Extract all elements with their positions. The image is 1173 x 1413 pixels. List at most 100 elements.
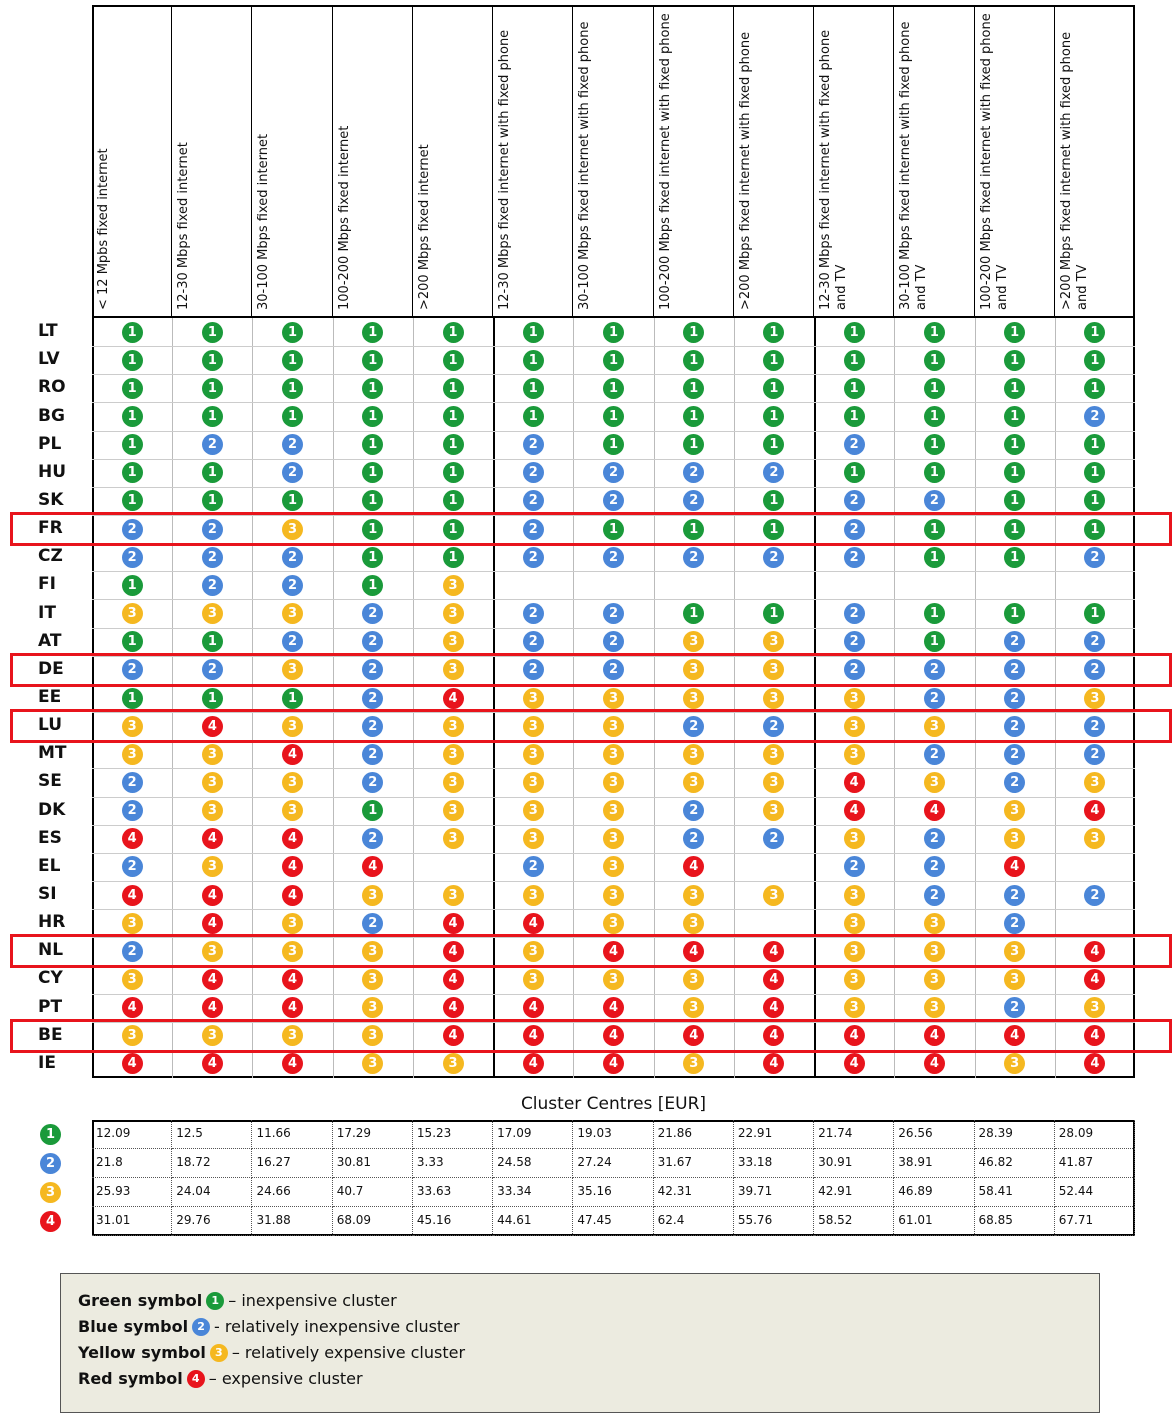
cluster-symbol: 4 — [1004, 856, 1026, 878]
cluster-symbol: 2 — [843, 603, 865, 625]
row-label: FR — [38, 518, 63, 539]
column-header-text: 100-200 Mbps fixed internet with fixed p… — [657, 13, 673, 310]
cluster-symbol: 2 — [522, 631, 544, 653]
table-frame — [92, 5, 1135, 1078]
cluster-symbol: 3 — [763, 687, 785, 709]
cluster-symbol: 3 — [763, 800, 785, 822]
cluster-symbol: 2 — [1004, 659, 1026, 681]
cluster-symbol: 4 — [1004, 1025, 1026, 1047]
cluster-symbol: 2 — [843, 518, 865, 540]
cluster-symbol: 4 — [282, 884, 304, 906]
centre-value: 28.09 — [1054, 1120, 1135, 1149]
cluster-symbol: 1 — [121, 434, 143, 456]
cluster-symbol: 1 — [923, 349, 945, 371]
cluster-symbol: 1 — [121, 631, 143, 653]
row-line — [92, 515, 1135, 517]
row-line — [92, 374, 1135, 376]
cluster-symbol: 1 — [362, 406, 384, 428]
legend-symbol-name: Blue symbol — [78, 1317, 189, 1336]
cluster-symbol: 3 — [121, 715, 143, 737]
row-line — [92, 1021, 1135, 1023]
cluster-symbol: 1 — [522, 349, 544, 371]
cluster-symbol: 1 — [201, 631, 223, 653]
cluster-symbol: 4 — [121, 997, 143, 1019]
cluster-symbol: 4 — [201, 828, 223, 850]
cluster-symbol: 4 — [282, 743, 304, 765]
cluster-symbol: 2 — [362, 771, 384, 793]
cluster-symbol: 3 — [442, 800, 464, 822]
cluster-symbol: 3 — [201, 800, 223, 822]
cluster-symbol: 2 — [362, 603, 384, 625]
cluster-symbol: 4 — [522, 1053, 544, 1075]
cluster-symbol: 1 — [362, 490, 384, 512]
column-line — [733, 318, 735, 1078]
cluster-symbol: 1 — [442, 434, 464, 456]
cluster-symbol: 1 — [763, 321, 785, 343]
cluster-symbol: 3 — [923, 715, 945, 737]
cluster-symbol: 2 — [522, 518, 544, 540]
cluster-symbol: 2 — [603, 659, 624, 681]
cluster-symbol: 2 — [201, 574, 223, 596]
centre-value: 24.58 — [493, 1149, 574, 1178]
cluster-symbol: 2 — [362, 687, 384, 709]
cluster-symbol: 2 — [121, 518, 143, 540]
row-line — [92, 712, 1135, 714]
cluster-symbol: 3 — [1004, 828, 1026, 850]
row-line — [92, 655, 1135, 657]
row-line — [92, 458, 1135, 460]
cluster-symbol: 3 — [603, 884, 624, 906]
cluster-symbol: 2 — [603, 462, 624, 484]
cluster-symbol: 3 — [683, 687, 705, 709]
cluster-symbol: 1 — [603, 321, 624, 343]
cluster-symbol: 1 — [442, 546, 464, 568]
cluster-symbol: 3 — [843, 912, 865, 934]
cluster-symbol: 4 — [121, 1053, 143, 1075]
cluster-symbol: 2 — [683, 715, 705, 737]
cluster-symbol: 2 — [362, 743, 384, 765]
cluster-symbol: 2 — [683, 828, 705, 850]
cluster-symbol: 1 — [603, 434, 624, 456]
cluster-symbol: 2 — [1004, 997, 1026, 1019]
cluster-symbol: 1 — [683, 377, 705, 399]
centre-value: 46.82 — [974, 1149, 1055, 1178]
row-label: EE — [38, 687, 62, 707]
centre-value: 12.5 — [172, 1120, 253, 1149]
cluster-symbol: 3 — [362, 1053, 384, 1075]
centre-value: 46.89 — [894, 1178, 975, 1207]
cluster-symbol: 1 — [763, 406, 785, 428]
column-header: < 12 Mpbs fixed internet — [92, 5, 173, 318]
column-header: 100-200 Mbps fixed internet with fixed p… — [974, 5, 1055, 318]
cluster-symbol: 4 — [121, 884, 143, 906]
cluster-symbol: 4 — [763, 1025, 785, 1047]
cluster-symbol: 3 — [522, 771, 544, 793]
row-line — [92, 937, 1135, 939]
cluster-symbol: 1 — [362, 349, 384, 371]
cluster-symbol: 1 — [923, 631, 945, 653]
cluster-symbol: 4 — [442, 940, 464, 962]
centre-value: 17.29 — [332, 1120, 413, 1149]
centre-value: 61.01 — [894, 1207, 975, 1236]
centre-value: 28.39 — [974, 1120, 1055, 1149]
cluster-symbol: 2 — [1004, 631, 1026, 653]
cluster-symbol: 2 — [763, 715, 785, 737]
column-header: >200 Mbps fixed internet — [412, 5, 494, 318]
row-label: RO — [38, 377, 66, 398]
cluster-symbol: 3 — [362, 884, 384, 906]
cluster-symbol: 2 — [843, 631, 865, 653]
column-header-text: 100-200 Mbps fixed internet — [336, 125, 352, 310]
centre-value: 15.23 — [412, 1120, 494, 1149]
cluster-symbol: 3 — [1084, 997, 1106, 1019]
cluster-symbol: 2 — [763, 462, 785, 484]
cluster-symbol: 1 — [1004, 462, 1026, 484]
cluster-symbol: 1 — [923, 518, 945, 540]
cluster-symbol: 4 — [442, 968, 464, 990]
cluster-symbol: 1 — [1084, 321, 1106, 343]
cluster-symbol: 1 — [843, 349, 865, 371]
centre-value: 45.16 — [412, 1207, 494, 1236]
row-line — [92, 571, 1135, 573]
cluster-symbol: 1 — [362, 518, 384, 540]
centre-value: 47.45 — [573, 1207, 654, 1236]
legend-item: Red symbol 4– expensive cluster — [78, 1367, 363, 1391]
cluster-symbol: 1 — [1004, 406, 1026, 428]
cluster-symbol: 3 — [522, 828, 544, 850]
